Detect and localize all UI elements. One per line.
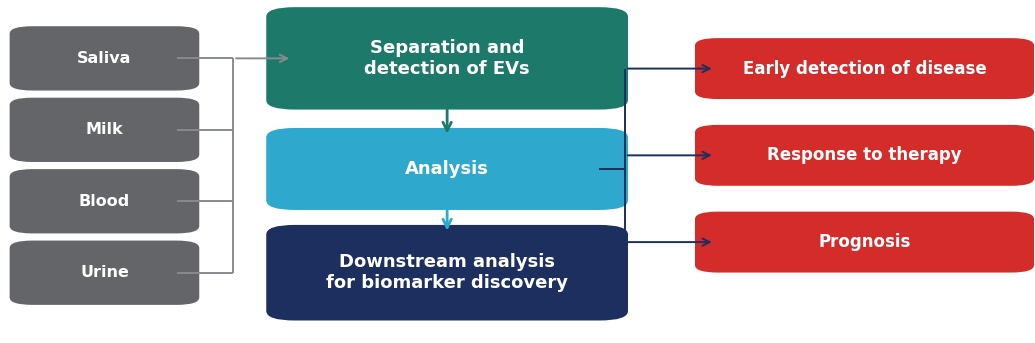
- FancyBboxPatch shape: [694, 125, 1034, 186]
- Text: Separation and
detection of EVs: Separation and detection of EVs: [364, 39, 530, 78]
- Text: Prognosis: Prognosis: [819, 233, 911, 251]
- FancyBboxPatch shape: [9, 98, 200, 162]
- FancyBboxPatch shape: [266, 128, 628, 210]
- Text: Milk: Milk: [86, 122, 123, 137]
- FancyBboxPatch shape: [9, 26, 200, 91]
- Text: Saliva: Saliva: [78, 51, 131, 66]
- Text: Urine: Urine: [80, 265, 129, 280]
- FancyBboxPatch shape: [266, 225, 628, 320]
- Text: Response to therapy: Response to therapy: [767, 146, 962, 164]
- FancyBboxPatch shape: [9, 240, 200, 305]
- FancyBboxPatch shape: [694, 212, 1034, 273]
- FancyBboxPatch shape: [9, 169, 200, 234]
- Text: Blood: Blood: [79, 194, 130, 209]
- FancyBboxPatch shape: [694, 38, 1034, 99]
- Text: Early detection of disease: Early detection of disease: [743, 60, 986, 78]
- Text: Analysis: Analysis: [405, 160, 490, 178]
- Text: Downstream analysis
for biomarker discovery: Downstream analysis for biomarker discov…: [326, 253, 568, 292]
- FancyBboxPatch shape: [266, 7, 628, 109]
